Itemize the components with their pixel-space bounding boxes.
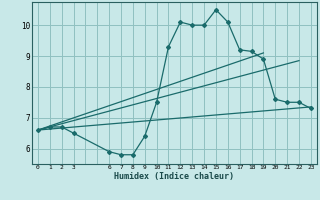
X-axis label: Humidex (Indice chaleur): Humidex (Indice chaleur) — [115, 172, 234, 181]
